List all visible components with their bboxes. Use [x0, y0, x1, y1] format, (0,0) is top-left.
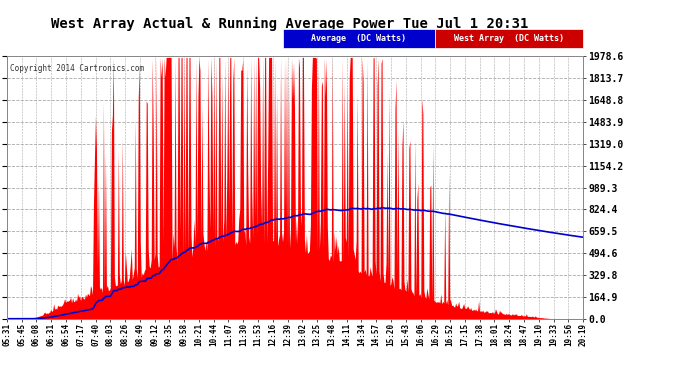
Text: West Array Actual & Running Average Power Tue Jul 1 20:31: West Array Actual & Running Average Powe…	[51, 17, 529, 31]
Text: West Array  (DC Watts): West Array (DC Watts)	[453, 34, 564, 43]
Text: Copyright 2014 Cartronics.com: Copyright 2014 Cartronics.com	[10, 64, 144, 73]
Text: Average  (DC Watts): Average (DC Watts)	[311, 34, 406, 43]
